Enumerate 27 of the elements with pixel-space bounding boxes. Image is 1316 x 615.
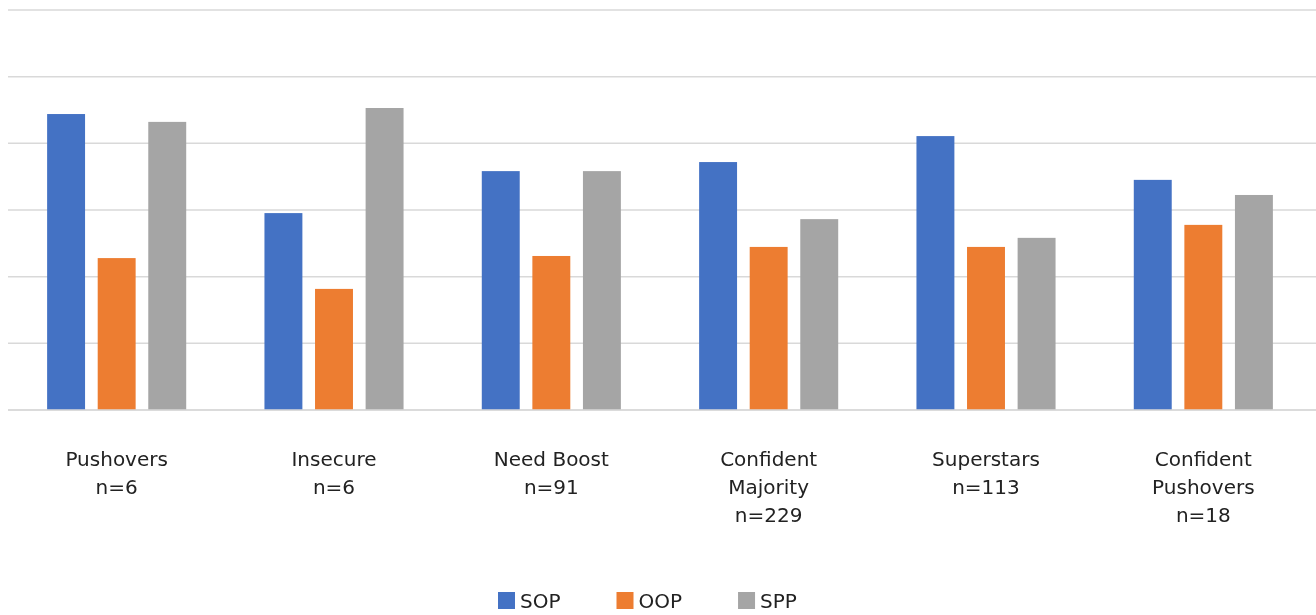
bar [1234,194,1273,410]
x-tick-label: Pushovers n=6 [65,447,168,499]
x-tick-label: Insecure n=6 [291,447,377,499]
bar [916,136,955,410]
bar [1184,224,1223,410]
bar [699,162,738,410]
bar [315,288,353,410]
x-tick-label: Confident Majority n=229 [720,447,818,527]
bar [532,255,571,410]
legend-label: SOP [520,589,561,613]
bar [481,171,520,410]
bar [582,171,621,410]
legend-label: SPP [760,589,797,613]
bar [1133,179,1172,410]
x-tick-label: Need Boost n=91 [493,447,610,499]
bar [264,213,303,410]
bar [967,246,1005,410]
bar [1017,237,1056,410]
legend-label: OOP [638,589,683,613]
x-tick-label: Superstars n=113 [932,447,1040,499]
bar [47,114,86,410]
bar [749,246,788,410]
bar [365,108,404,410]
bar [97,258,136,410]
bar [148,121,187,410]
bar [800,219,839,410]
x-tick-label: Confident Pushovers n=18 [1152,447,1255,527]
